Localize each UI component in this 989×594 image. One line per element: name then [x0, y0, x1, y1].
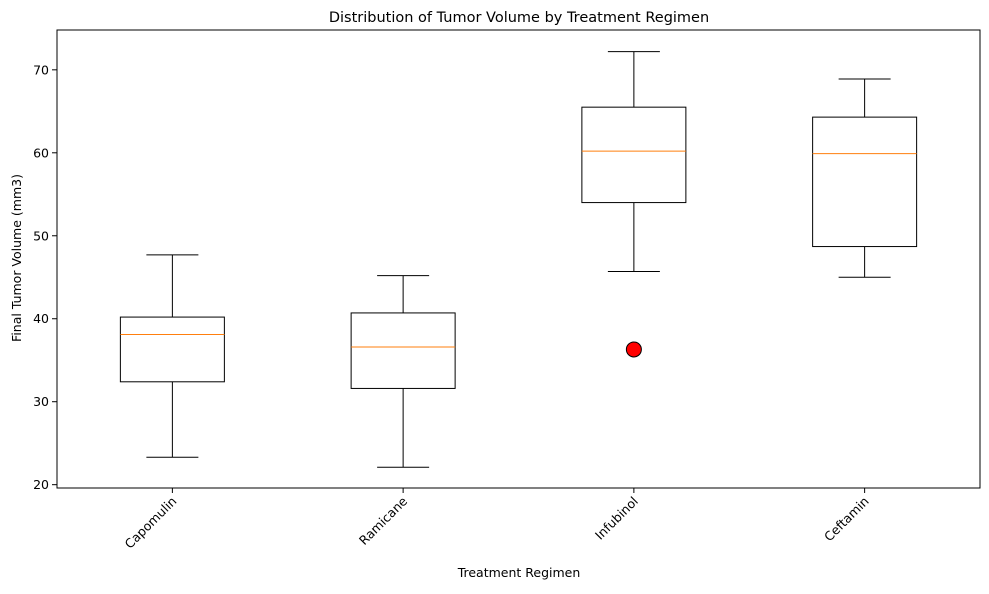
box-ceftamin — [812, 116, 918, 248]
y-tick-label: 50 — [33, 228, 49, 243]
y-axis-label: Final Tumor Volume (mm3) — [9, 174, 24, 342]
chart-title: Distribution of Tumor Volume by Treatmen… — [329, 10, 709, 26]
plot-frame — [56, 29, 981, 489]
box-infubinol — [581, 106, 687, 204]
x-tick-label: Ramicane — [356, 493, 411, 548]
box-ramicane — [350, 312, 456, 389]
y-tick-label: 20 — [33, 477, 49, 492]
plot-area: 20 30 40 50 60 70 Capomulin Ramicane Infubinol Ce… — [33, 29, 981, 552]
y-tick-label: 60 — [33, 145, 49, 160]
y-tick-label: 30 — [33, 394, 49, 409]
y-tick-label: 70 — [33, 62, 49, 77]
x-axis-label: Treatment Regimen — [457, 565, 581, 580]
x-tick-label: Infubinol — [592, 494, 641, 543]
y-tick-label: 40 — [33, 311, 49, 326]
x-tick-label: Ceftamin — [821, 494, 872, 545]
x-tick-label: Capomulin — [122, 494, 180, 552]
box-capomulin — [119, 316, 225, 383]
outlier-point — [625, 341, 642, 358]
